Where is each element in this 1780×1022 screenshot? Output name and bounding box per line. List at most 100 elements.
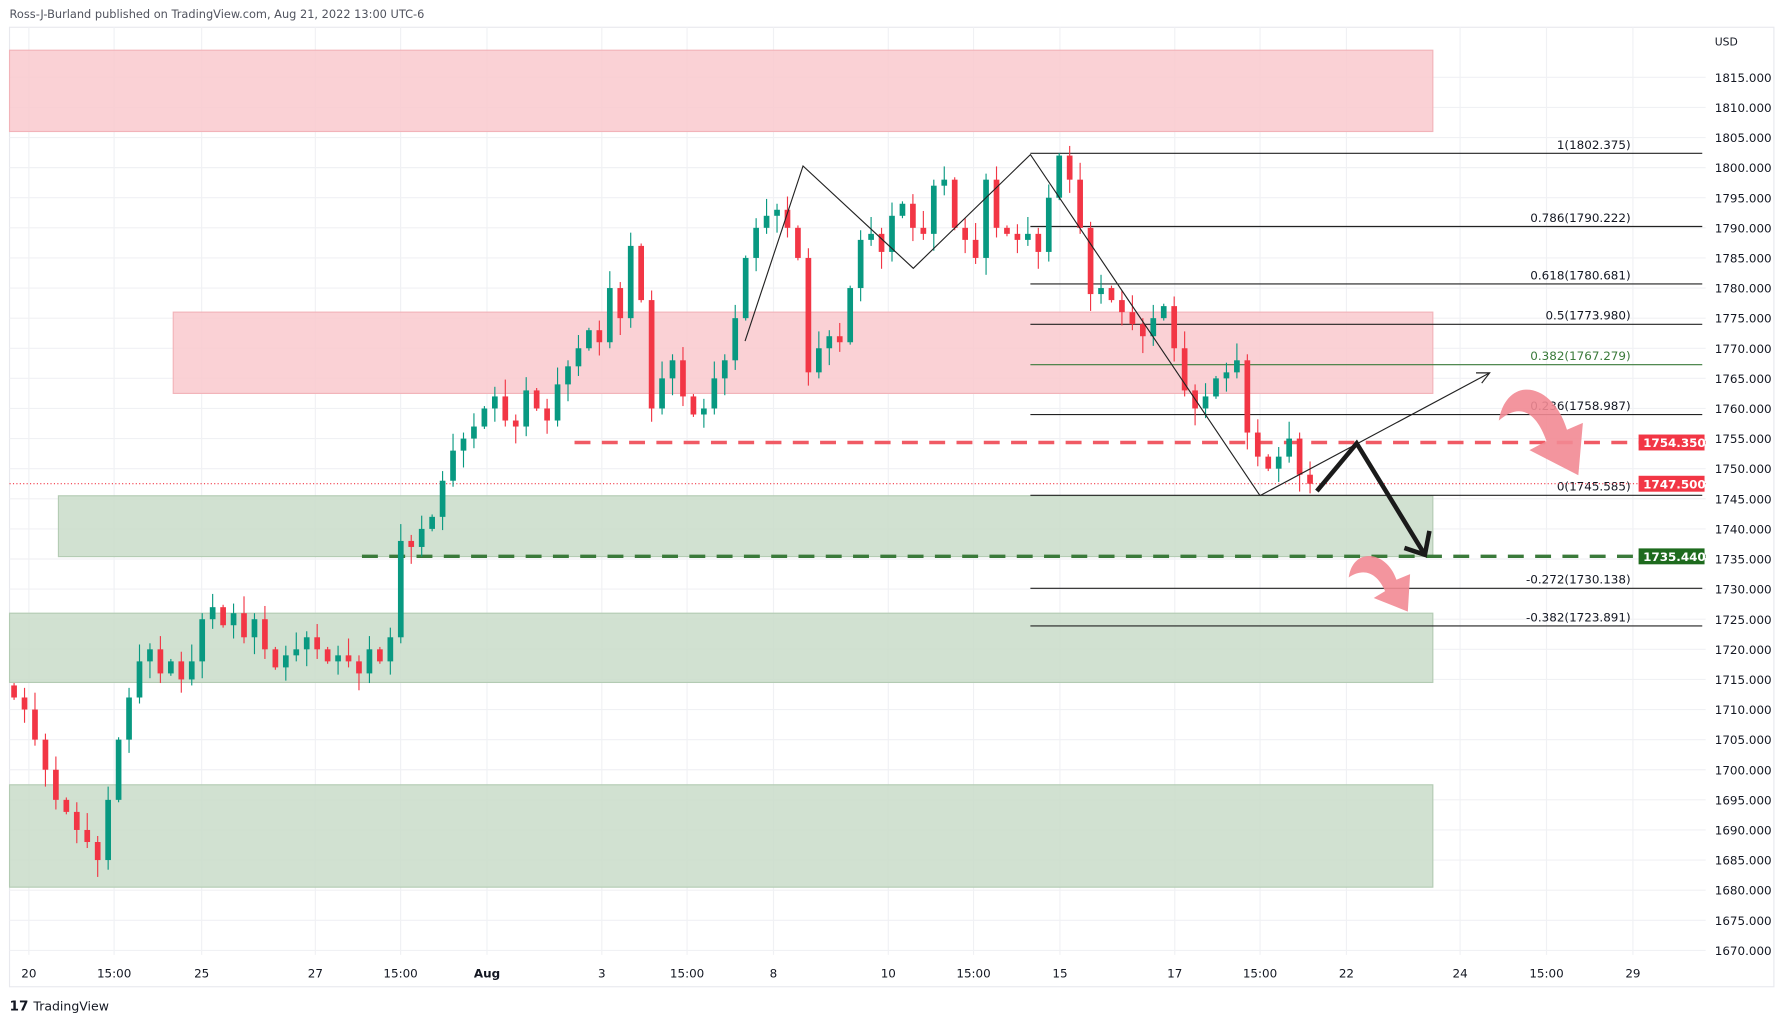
price-tick: 1755.000: [1715, 432, 1772, 446]
candle-bullish: [126, 697, 132, 740]
projection-arrowhead-icon: [1476, 372, 1491, 384]
candle-bullish: [147, 649, 153, 662]
candle-bearish: [1108, 288, 1115, 301]
candle-bullish: [575, 348, 582, 367]
candle-bearish: [1087, 227, 1094, 295]
price-tick: 1750.000: [1715, 462, 1772, 476]
time-tick: 10: [881, 967, 896, 981]
price-label-text: 1735.440: [1643, 550, 1706, 564]
candle-bullish: [293, 649, 300, 656]
fib-level-label: 0.382(1767.279): [1530, 349, 1630, 363]
time-tick: 29: [1625, 967, 1640, 981]
candle-bullish: [742, 257, 749, 319]
candle-bearish: [648, 300, 655, 409]
candle-bullish: [554, 384, 561, 421]
candle-bullish: [586, 330, 592, 349]
support-zone: [57, 495, 1434, 558]
price-tick: 1690.000: [1715, 824, 1772, 838]
fib-level-label: 0.5(1773.980): [1545, 309, 1630, 323]
price-tick: 1775.000: [1715, 312, 1772, 326]
candle-bullish: [199, 619, 206, 662]
candle-bearish: [544, 408, 550, 421]
price-tags[interactable]: 1754.350 1747.500 1735.440: [1638, 434, 1706, 565]
candle-bullish: [251, 619, 258, 638]
candle-bullish: [763, 215, 770, 228]
candle-bearish: [63, 799, 70, 812]
candle-bullish: [1056, 155, 1063, 198]
fib-level-label: 1(1802.375): [1557, 138, 1631, 152]
candle-bearish: [73, 811, 80, 830]
time-tick: 20: [21, 967, 36, 981]
candle-bearish: [951, 179, 958, 228]
candle-bullish: [282, 655, 289, 668]
bearish-path-arrow[interactable]: [1315, 439, 1427, 556]
candle-bearish: [1265, 456, 1272, 469]
tradingview-logo[interactable]: 17 TradingView: [10, 999, 109, 1015]
candle-bullish: [460, 438, 467, 451]
candle-bullish: [753, 227, 759, 258]
pattern-line[interactable]: [744, 153, 1261, 496]
price-tick: 1795.000: [1715, 191, 1772, 205]
candle-bearish: [408, 540, 415, 547]
time-tick: 15:00: [956, 967, 990, 981]
candles: [11, 145, 1313, 877]
candle-bearish: [1244, 360, 1251, 433]
candle-bullish: [774, 209, 780, 216]
candle-bearish: [784, 209, 791, 228]
candle-bearish: [962, 227, 969, 240]
candle-bearish: [324, 649, 331, 662]
price-label-text: 1747.500: [1643, 477, 1706, 491]
price-tick: 1710.000: [1715, 703, 1772, 717]
price-tick: 1800.000: [1715, 161, 1772, 175]
candle-bearish: [356, 661, 362, 674]
price-tick: 1675.000: [1715, 914, 1772, 928]
candle-bullish: [387, 637, 394, 662]
candle-bearish: [512, 420, 519, 427]
candle-bullish: [983, 179, 989, 258]
time-tick: 15: [1052, 967, 1067, 981]
candle-bullish: [1098, 288, 1104, 295]
horizontal-levels[interactable]: [9, 440, 1706, 559]
candle-bullish: [439, 480, 446, 517]
price-tick: 1725.000: [1715, 613, 1772, 627]
candle-bearish: [21, 697, 28, 710]
time-tick: 15:00: [1243, 967, 1277, 981]
attribution-text: Ross-J-Burland published on TradingView.…: [10, 7, 425, 21]
candle-bearish: [878, 233, 885, 252]
fib-retracement[interactable]: 1(1802.375) 0.786(1790.222) 0.618(1780.681…: [1030, 138, 1703, 627]
candle-bullish: [847, 288, 854, 343]
candle-bearish: [617, 288, 624, 319]
price-tick: 1715.000: [1715, 673, 1772, 687]
time-axis[interactable]: 20 15:00 25 27 15:00 Aug 3 15:00 8 10 15:00 15 17 15:…: [21, 967, 1640, 981]
candle-bearish: [993, 179, 1000, 228]
candle-bearish: [1139, 324, 1146, 337]
candle-bearish: [32, 709, 38, 740]
candle-bearish: [377, 649, 383, 662]
curved-arrow-down-icon: [1348, 555, 1411, 612]
candle-bearish: [836, 336, 843, 343]
drawings[interactable]: [744, 153, 1583, 612]
price-label-text: 1754.350: [1643, 436, 1706, 450]
time-tick: 15:00: [670, 967, 704, 981]
zones: [8, 49, 1434, 888]
price-tick: 1680.000: [1715, 884, 1772, 898]
candle-bullish: [899, 203, 906, 216]
candle-bullish: [941, 179, 948, 186]
candle-bearish: [795, 227, 801, 258]
fib-level-label: 0.786(1790.222): [1530, 211, 1630, 225]
candle-bullish: [659, 378, 665, 409]
projection-line[interactable]: [1259, 372, 1490, 497]
candle-bearish: [157, 649, 164, 674]
candle-bearish: [220, 607, 226, 626]
candle-bullish: [826, 336, 833, 349]
bearish-arrowhead-icon: [1403, 530, 1432, 558]
price-label-support-line: [1638, 548, 1705, 565]
price-tick: 1730.000: [1715, 583, 1772, 597]
candle-bullish: [868, 233, 874, 240]
price-axis[interactable]: USD 1815.000 1810.000 1805.000 1800.000 1795…: [1715, 35, 1772, 957]
candle-bearish: [241, 613, 247, 638]
candle-bullish: [1160, 306, 1167, 319]
candle-bearish: [502, 396, 509, 421]
time-tick: Aug: [474, 967, 500, 981]
